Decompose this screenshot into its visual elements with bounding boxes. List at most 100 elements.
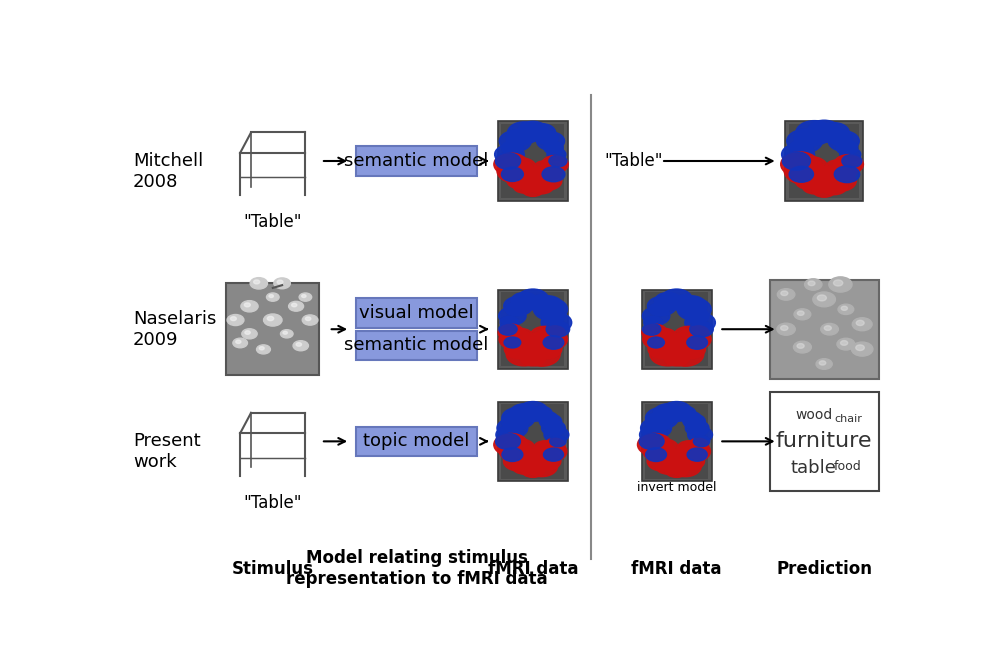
Circle shape [777, 323, 796, 335]
Circle shape [795, 157, 828, 179]
FancyBboxPatch shape [226, 283, 320, 375]
Circle shape [495, 144, 524, 164]
Circle shape [650, 342, 685, 366]
Circle shape [543, 448, 563, 461]
Circle shape [831, 162, 857, 179]
Circle shape [495, 153, 521, 169]
FancyBboxPatch shape [498, 290, 568, 369]
Circle shape [545, 326, 565, 339]
Circle shape [803, 178, 827, 194]
Text: invert model: invert model [637, 481, 716, 494]
Circle shape [661, 289, 692, 310]
Text: food: food [835, 459, 862, 473]
Text: table: table [791, 459, 837, 477]
Circle shape [787, 129, 823, 153]
Text: chair: chair [834, 414, 862, 424]
FancyBboxPatch shape [357, 298, 477, 328]
Circle shape [674, 326, 702, 346]
Circle shape [499, 323, 517, 335]
Text: "Table": "Table" [604, 152, 663, 170]
Circle shape [502, 448, 523, 461]
Circle shape [685, 420, 709, 436]
Text: topic model: topic model [364, 432, 470, 450]
Circle shape [641, 324, 667, 341]
Circle shape [518, 402, 548, 422]
Circle shape [504, 340, 532, 358]
Text: Naselaris
2009: Naselaris 2009 [133, 310, 216, 349]
Circle shape [541, 312, 572, 332]
Text: semantic model: semantic model [345, 336, 489, 354]
Circle shape [533, 298, 567, 320]
Circle shape [642, 307, 669, 325]
Circle shape [526, 456, 558, 477]
FancyBboxPatch shape [498, 402, 568, 481]
Circle shape [227, 314, 243, 326]
FancyBboxPatch shape [501, 292, 564, 367]
FancyBboxPatch shape [645, 292, 708, 367]
Circle shape [834, 280, 843, 286]
Circle shape [507, 122, 541, 144]
Circle shape [665, 333, 699, 355]
Circle shape [550, 436, 566, 447]
Circle shape [818, 295, 827, 301]
Circle shape [675, 296, 706, 316]
Circle shape [834, 155, 864, 174]
Circle shape [796, 173, 821, 189]
Circle shape [499, 328, 532, 350]
Text: wood: wood [796, 408, 833, 422]
Circle shape [678, 441, 710, 462]
Circle shape [664, 461, 688, 477]
Circle shape [812, 181, 837, 197]
Circle shape [683, 414, 705, 429]
Circle shape [808, 120, 841, 142]
FancyBboxPatch shape [770, 392, 879, 491]
Circle shape [504, 297, 533, 316]
Circle shape [829, 130, 852, 146]
Circle shape [293, 341, 309, 351]
Circle shape [499, 307, 526, 325]
Circle shape [672, 449, 692, 463]
Circle shape [496, 433, 520, 449]
Circle shape [502, 412, 529, 430]
Circle shape [506, 303, 525, 316]
Circle shape [798, 311, 804, 315]
Circle shape [687, 426, 712, 443]
Circle shape [805, 279, 822, 290]
Circle shape [513, 179, 535, 193]
Circle shape [542, 420, 565, 436]
Circle shape [653, 328, 676, 344]
Circle shape [549, 155, 567, 167]
Circle shape [533, 171, 562, 190]
Circle shape [687, 448, 707, 461]
Circle shape [648, 340, 675, 358]
Circle shape [525, 167, 552, 185]
Circle shape [661, 402, 691, 422]
Circle shape [542, 308, 565, 324]
Circle shape [501, 167, 523, 181]
Circle shape [521, 338, 545, 354]
FancyBboxPatch shape [498, 122, 568, 201]
Circle shape [230, 316, 236, 320]
Circle shape [494, 153, 528, 175]
Circle shape [244, 331, 250, 334]
Circle shape [235, 340, 240, 344]
Circle shape [669, 456, 701, 477]
Circle shape [530, 178, 554, 194]
Circle shape [778, 289, 795, 300]
Circle shape [532, 296, 563, 316]
Circle shape [639, 433, 664, 449]
Circle shape [825, 171, 857, 191]
Circle shape [510, 328, 532, 344]
Circle shape [547, 148, 566, 161]
Circle shape [506, 130, 530, 146]
Circle shape [804, 167, 832, 185]
Circle shape [530, 326, 559, 346]
Circle shape [821, 177, 848, 195]
Circle shape [785, 158, 825, 184]
Circle shape [521, 169, 545, 185]
Circle shape [686, 336, 707, 350]
Circle shape [278, 280, 283, 284]
Circle shape [543, 336, 564, 350]
FancyBboxPatch shape [790, 124, 859, 198]
Circle shape [518, 121, 548, 141]
